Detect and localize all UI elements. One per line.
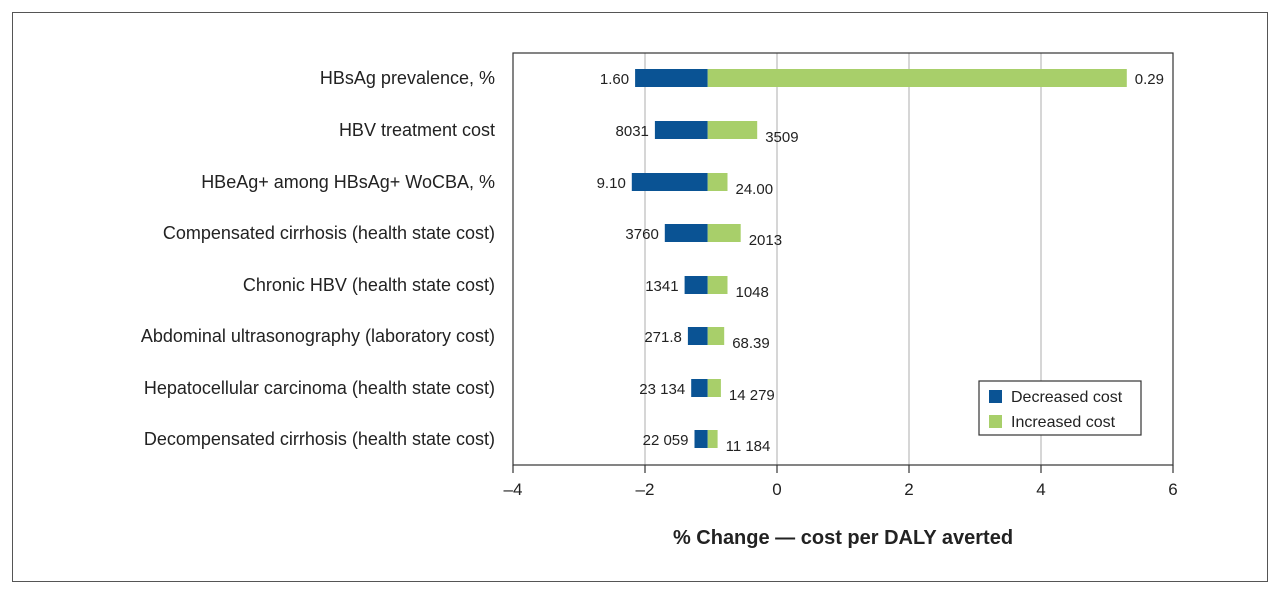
decreased-bar [664,224,708,242]
category-label: Abdominal ultrasonography (laboratory co… [141,326,495,346]
increased-value-label: 0.29 [1135,71,1164,88]
increased-bar [707,69,1127,87]
x-tick-label: 6 [1168,480,1177,499]
increased-value-label: 3509 [765,129,798,146]
decreased-bar [631,173,708,191]
x-axis-title: % Change — cost per DALY averted [673,527,1013,549]
category-label: HBsAg prevalence, % [320,68,495,88]
category-label: Compensated cirrhosis (health state cost… [163,223,495,243]
increased-bar [707,430,718,448]
x-tick-label: 0 [772,480,781,499]
increased-value-label: 11 184 [726,438,771,455]
decreased-value-label: 23 134 [639,381,685,398]
category-label: Decompensated cirrhosis (health state co… [144,429,495,449]
decreased-bar [654,121,708,139]
increased-value-label: 2013 [749,232,782,249]
x-tick-label: 4 [1036,480,1045,499]
increased-bar [707,121,758,139]
decreased-value-label: 22 059 [643,432,689,449]
decreased-value-label: 8031 [616,123,649,140]
x-tick-label: –2 [636,480,655,499]
decreased-value-label: 3760 [625,226,658,243]
category-label: HBeAg+ among HBsAg+ WoCBA, % [201,172,495,192]
category-label: Chronic HBV (health state cost) [243,275,495,295]
increased-bar [707,276,728,294]
increased-value-label: 1048 [736,284,769,301]
increased-bar [707,173,728,191]
decreased-bar [687,327,708,345]
decreased-bar [684,276,708,294]
increased-bar [707,379,721,397]
increased-value-label: 24.00 [736,181,774,198]
x-tick-label: –4 [504,480,523,499]
legend-swatch-decreased [989,390,1002,403]
legend-box [978,380,1142,436]
decreased-bar [691,379,708,397]
category-label: HBV treatment cost [339,120,495,140]
increased-bar [707,224,741,242]
legend-label-increased: Increased cost [1011,414,1116,431]
plot-border [512,52,1174,466]
decreased-bar [635,69,708,87]
x-tick-label: 2 [904,480,913,499]
decreased-value-label: 1.60 [600,71,629,88]
increased-bar [707,327,725,345]
decreased-value-label: 9.10 [597,175,626,192]
decreased-bar [694,430,708,448]
decreased-value-label: 271.8 [644,329,682,346]
tornado-chart: –4 –2 0 2 4 6 % Change — cost per DALY averted… [141,52,1178,549]
legend-swatch-increased [989,415,1002,428]
legend-label-decreased: Decreased cost [1011,389,1123,406]
category-label: Hepatocellular carcinoma (health state c… [144,378,495,398]
decreased-value-label: 1341 [645,278,678,295]
increased-value-label: 68.39 [732,335,770,352]
increased-value-label: 14 279 [729,387,775,404]
chart-frame: –4 –2 0 2 4 6 % Change — cost per DALY averted… [12,12,1268,582]
